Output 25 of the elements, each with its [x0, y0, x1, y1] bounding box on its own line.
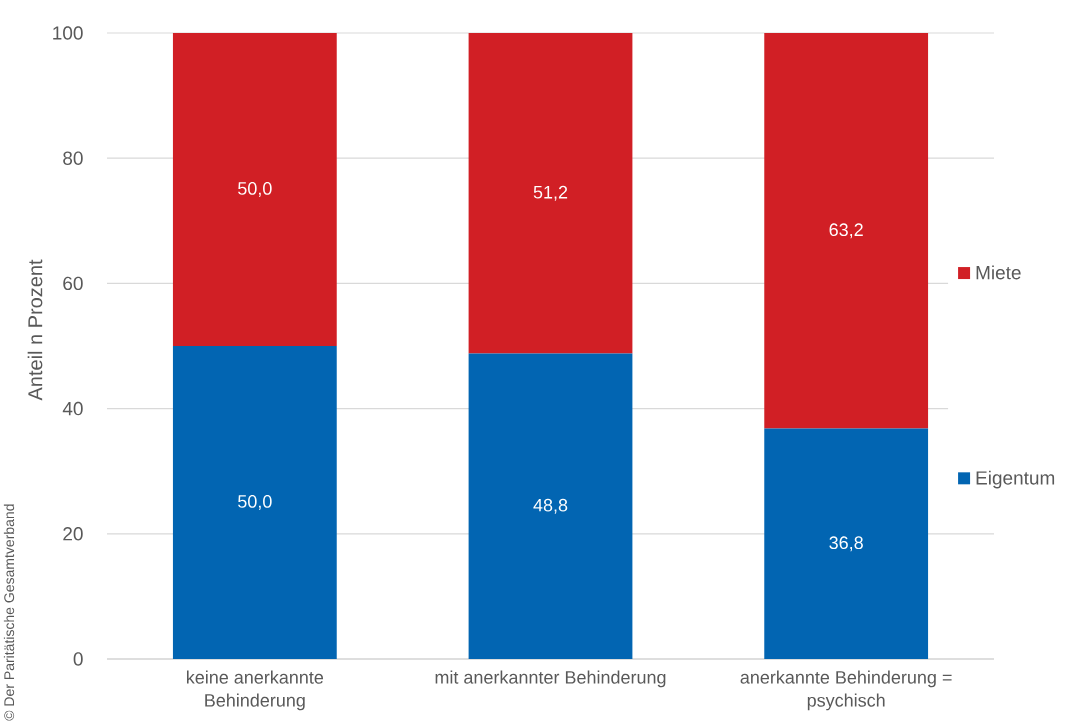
- bar: [764, 428, 929, 659]
- bar: [172, 32, 337, 346]
- y-tick-label: 0: [73, 652, 83, 666]
- data-label: 36,8: [829, 536, 863, 552]
- legend-label: Miete: [976, 265, 1021, 280]
- y-tick-label: 40: [62, 401, 83, 416]
- x-tick-label: mit anerkannter Behinderung: [435, 670, 666, 688]
- legend-label: Eigentum: [976, 470, 1055, 489]
- text: © Der Paritätische Gesamtverband: [3, 504, 15, 721]
- y-tick-label: 100: [53, 26, 83, 40]
- data-label: 63,2: [829, 223, 863, 239]
- bar: [468, 353, 633, 659]
- bar: [764, 32, 929, 429]
- data-label: 50,0: [238, 495, 272, 510]
- data-label: 48,8: [533, 498, 568, 514]
- bar: [468, 32, 633, 354]
- y-tick-label: 60: [63, 276, 83, 291]
- y-tick-label: 80: [63, 151, 83, 165]
- x-tick-label: keine anerkannte Behinderung: [187, 670, 324, 711]
- data-label: 50,0: [238, 182, 272, 197]
- data-label: 51,2: [533, 185, 568, 201]
- y-axis-title: Anteil n Prozent: [27, 259, 43, 401]
- bar: [172, 345, 337, 659]
- y-tick-label: 20: [63, 527, 83, 541]
- x-tick-label: anerkannte Behinderung = psychisch: [740, 670, 952, 711]
